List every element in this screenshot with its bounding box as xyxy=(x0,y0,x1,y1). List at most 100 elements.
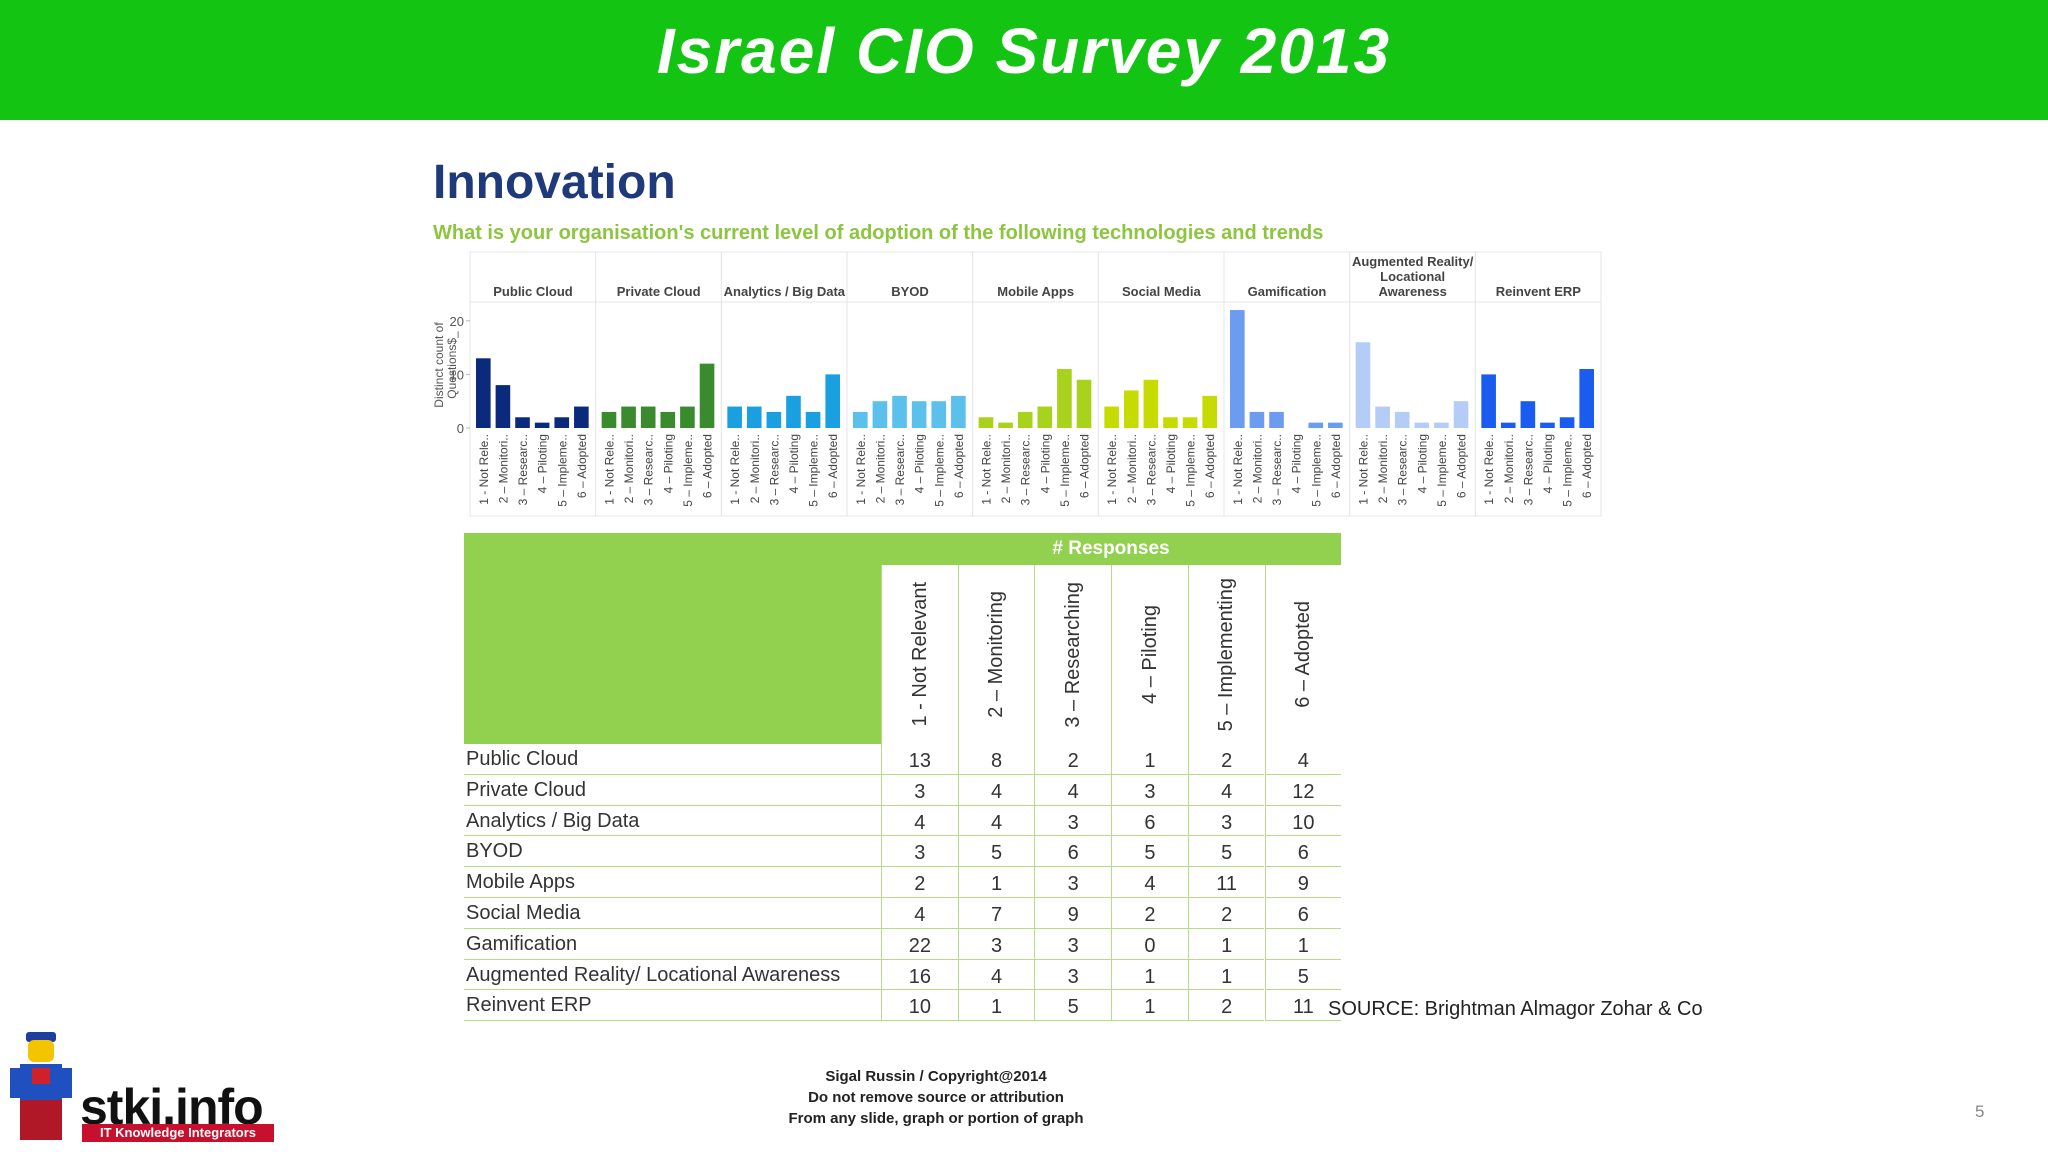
bar xyxy=(660,411,676,428)
bar xyxy=(515,417,530,428)
bar xyxy=(1559,417,1575,428)
row-label: Private Cloud xyxy=(464,775,881,806)
cell: 10 xyxy=(1264,805,1342,837)
cell: 16 xyxy=(881,959,958,991)
row-label: Gamification xyxy=(464,929,881,960)
cell: 4 xyxy=(1187,774,1265,806)
cell: 2 xyxy=(1034,744,1112,775)
group-header: Mobile Apps xyxy=(997,284,1075,299)
row-label: Augmented Reality/ Locational Awareness xyxy=(464,960,881,991)
row-label: Public Cloud xyxy=(464,744,881,775)
bar-label: 5 – Impleme.. xyxy=(1184,434,1198,507)
bar xyxy=(1453,401,1469,428)
cell: 2 xyxy=(881,867,958,898)
bar xyxy=(1163,417,1178,428)
cell: 1 xyxy=(1111,990,1188,1022)
bar xyxy=(1579,369,1594,428)
column-header-text: 3 – Researching xyxy=(1061,581,1084,728)
bar xyxy=(1249,411,1265,428)
bar xyxy=(892,395,907,428)
cell: 5 xyxy=(1111,836,1188,868)
column-header-text: 4 – Piloting xyxy=(1138,605,1161,704)
bar-label: 5 – Impleme.. xyxy=(1309,434,1323,507)
cell: 1 xyxy=(1111,959,1188,991)
cell: 6 xyxy=(1111,805,1188,837)
cell: 9 xyxy=(1034,898,1112,929)
bar xyxy=(766,411,782,428)
cell: 1 xyxy=(957,867,1035,898)
bar xyxy=(601,411,617,428)
cell: 2 xyxy=(1187,990,1265,1022)
bar-label: 6 – Adopted xyxy=(1078,434,1092,498)
bar-label: 3 – Researc.. xyxy=(642,434,656,505)
bar-label: 4 – Piloting xyxy=(1164,434,1178,493)
row-label: Social Media xyxy=(464,898,881,929)
bar-label: 2 – Monitori.. xyxy=(622,434,636,503)
cell: 10 xyxy=(881,990,958,1022)
cell: 1 xyxy=(1264,928,1342,960)
cell: 4 xyxy=(881,805,958,837)
bar-label: 2 – Monitori.. xyxy=(1376,434,1390,503)
cell: 2 xyxy=(1187,898,1265,929)
cell: 6 xyxy=(1264,836,1342,868)
y-tick-label: 20 xyxy=(450,314,464,329)
cell: 2 xyxy=(1187,744,1265,775)
bar-label: 5 – Impleme.. xyxy=(1561,434,1575,507)
table-header: # Responses xyxy=(1052,538,1170,559)
cell: 4 xyxy=(1034,774,1112,806)
chart-title: Innovation xyxy=(433,156,676,209)
bar xyxy=(1540,422,1555,428)
y-axis-label: Questions$_ xyxy=(445,331,459,399)
column-header-text: 5 – Implementing xyxy=(1215,577,1238,732)
bar xyxy=(1202,395,1217,428)
bar xyxy=(825,374,840,428)
bar-label: 1 - Not Rele.. xyxy=(1105,434,1119,505)
bar xyxy=(640,406,656,428)
column-header: 4 – Piloting xyxy=(1111,565,1189,744)
bar xyxy=(495,385,511,428)
bar-label: 4 – Piloting xyxy=(536,434,550,493)
bar-label: 5 – Impleme.. xyxy=(681,434,695,507)
logo-figure xyxy=(10,1032,72,1140)
cell: 8 xyxy=(957,744,1035,775)
cell: 13 xyxy=(881,744,958,775)
bar-label: 3 – Researc.. xyxy=(1396,434,1410,505)
source: SOURCE: Brightman Almagor Zohar & Co xyxy=(1328,998,1703,1020)
bar xyxy=(1520,401,1536,428)
bar xyxy=(1182,417,1198,428)
bar-label: 1 - Not Rele.. xyxy=(477,434,491,505)
bar-label: 2 – Monitori.. xyxy=(1125,434,1139,503)
cell: 12 xyxy=(1264,774,1342,806)
cell: 3 xyxy=(1111,774,1188,806)
cell: 1 xyxy=(1187,959,1265,991)
bar xyxy=(1500,422,1516,428)
row-label: Reinvent ERP xyxy=(464,990,881,1022)
group-header: Augmented Reality/ Locational Awareness xyxy=(1351,254,1474,299)
column-header-text: 1 - Not Relevant xyxy=(908,582,931,727)
bar-label: 3 – Researc.. xyxy=(1019,434,1033,505)
bar xyxy=(1230,310,1245,428)
bar xyxy=(727,406,742,428)
bar-label: 5 – Impleme.. xyxy=(1058,434,1072,507)
cell: 3 xyxy=(1034,867,1112,898)
cell: 3 xyxy=(1034,928,1112,960)
column-header: 6 – Adopted xyxy=(1264,565,1342,744)
bar-label: 6 – Adopted xyxy=(1203,434,1217,498)
row-label: BYOD xyxy=(464,836,881,868)
slide-title: Israel CIO Survey 2013 xyxy=(656,15,1392,87)
bar-label: 3 – Researc.. xyxy=(1521,434,1535,505)
cell: 3 xyxy=(957,928,1035,960)
cell: 4 xyxy=(881,898,958,929)
bar xyxy=(1037,406,1053,428)
column-header: 3 – Researching xyxy=(1034,565,1112,744)
footer-line: Do not remove source or attribution xyxy=(808,1089,1064,1106)
bar-label: 1 - Not Rele.. xyxy=(728,434,742,505)
bar xyxy=(1143,379,1159,428)
cell: 1 xyxy=(957,990,1035,1022)
bar-label: 5 – Impleme.. xyxy=(555,434,569,507)
bar xyxy=(1076,379,1092,428)
group-header: Private Cloud xyxy=(616,284,701,299)
cell: 3 xyxy=(1034,805,1112,837)
bar xyxy=(951,395,966,428)
